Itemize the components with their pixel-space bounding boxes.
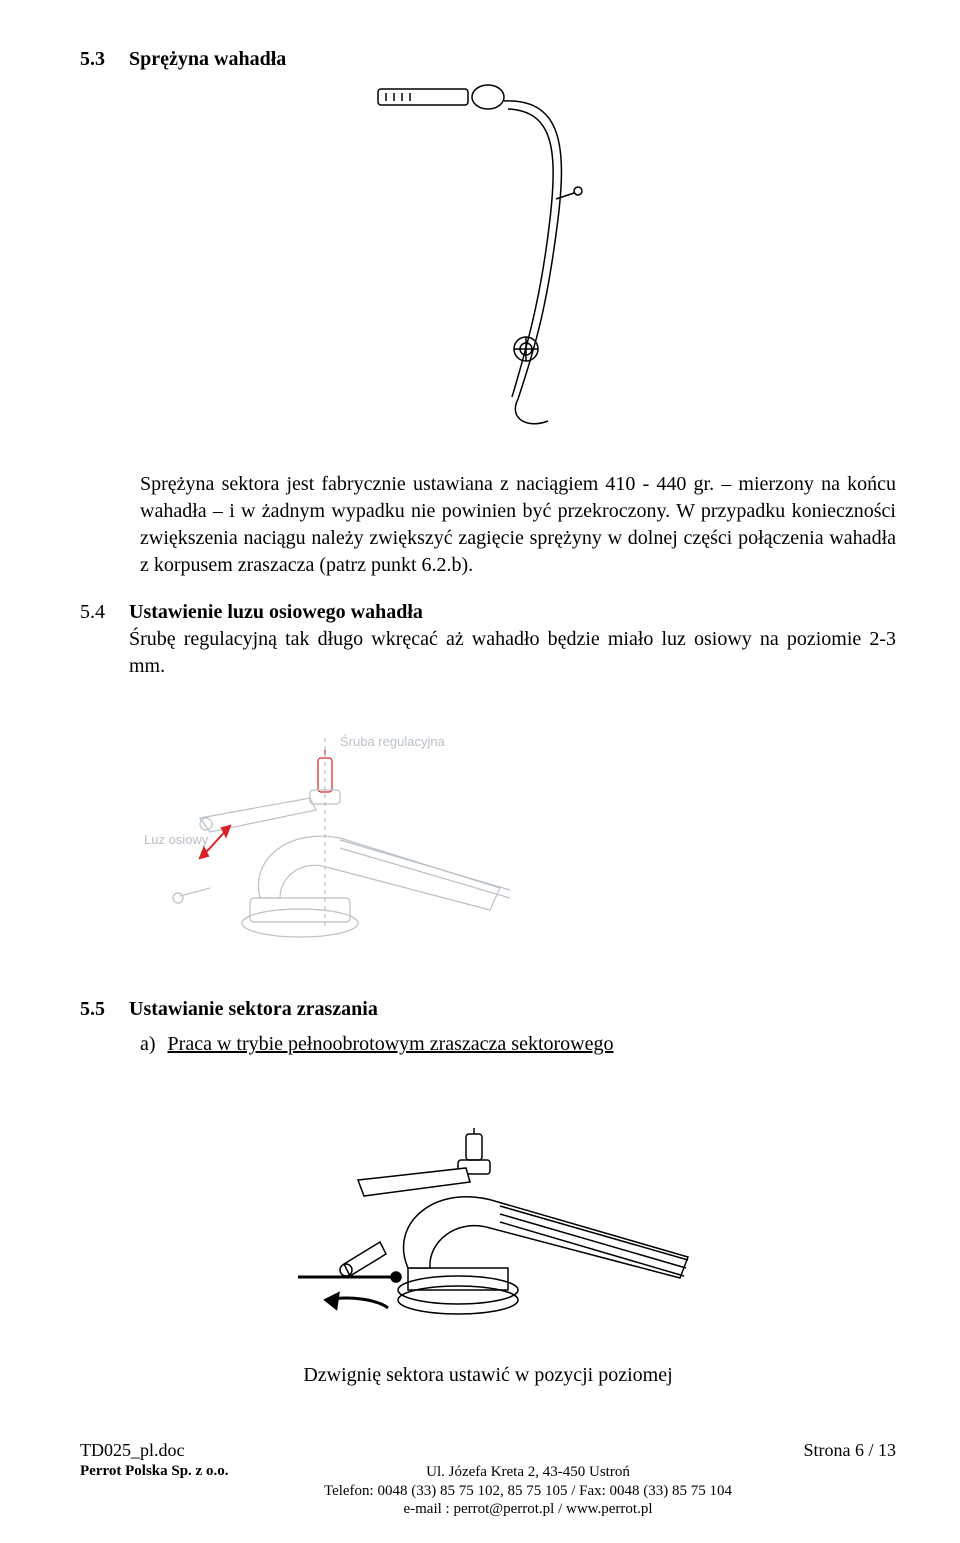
label-luz: Luz osiowy: [144, 832, 209, 847]
page-footer: TD025_pl.doc Strona 6 / 13 Perrot Polska…: [80, 1440, 896, 1519]
heading-number: 5.3: [80, 48, 105, 71]
page: 5.3 Sprężyna wahadła: [0, 0, 960, 1543]
list-text: Praca w trybie pełnoobrotowym zraszacza …: [168, 1033, 614, 1056]
footer-page: Strona 6 / 13: [804, 1440, 897, 1461]
heading-title: Ustawienie luzu osiowego wahadła: [129, 601, 423, 623]
figure-5-3: [80, 79, 896, 439]
figure-5-5: [80, 1072, 896, 1332]
body-5-4: Śrubę regulacyjną tak długo wkręcać aż w…: [129, 628, 896, 677]
heading-title: Sprężyna wahadła: [129, 48, 286, 71]
figure-5-3-svg: [358, 79, 618, 439]
footer-addr: Ul. Józefa Kreta 2, 43-450 Ustroń: [280, 1463, 776, 1482]
heading-number: 5.4: [80, 599, 105, 680]
label-sruba: Śruba regulacyjna: [340, 734, 446, 749]
heading-5-4: 5.4 Ustawienie luzu osiowego wahadła Śru…: [80, 599, 896, 680]
heading-title: Ustawianie sektora zraszania: [129, 998, 378, 1021]
section-5-4-content: Ustawienie luzu osiowego wahadła Śrubę r…: [129, 599, 896, 680]
list-marker: a): [140, 1033, 156, 1056]
footer-doc: TD025_pl.doc: [80, 1440, 184, 1461]
figure-5-5-svg: [268, 1072, 708, 1332]
caption-5-5: Dzwignię sektora ustawić w pozycji pozio…: [80, 1364, 896, 1387]
list-item-a: a) Praca w trybie pełnoobrotowym zraszac…: [140, 1033, 896, 1056]
footer-email: e-mail : perrot@perrot.pl / www.perrot.p…: [280, 1500, 776, 1519]
heading-5-3: 5.3 Sprężyna wahadła: [80, 48, 896, 71]
heading-number: 5.5: [80, 998, 105, 1021]
figure-5-4-svg: Śruba regulacyjna Luz osiowy: [140, 698, 560, 958]
body-5-3: Sprężyna sektora jest fabrycznie ustawia…: [140, 471, 896, 579]
heading-5-5: 5.5 Ustawianie sektora zraszania: [80, 998, 896, 1021]
footer-company: Perrot Polska Sp. z o.o.: [80, 1463, 228, 1479]
footer-phone: Telefon: 0048 (33) 85 75 102, 85 75 105 …: [280, 1482, 776, 1501]
figure-5-4: Śruba regulacyjna Luz osiowy: [140, 698, 896, 958]
